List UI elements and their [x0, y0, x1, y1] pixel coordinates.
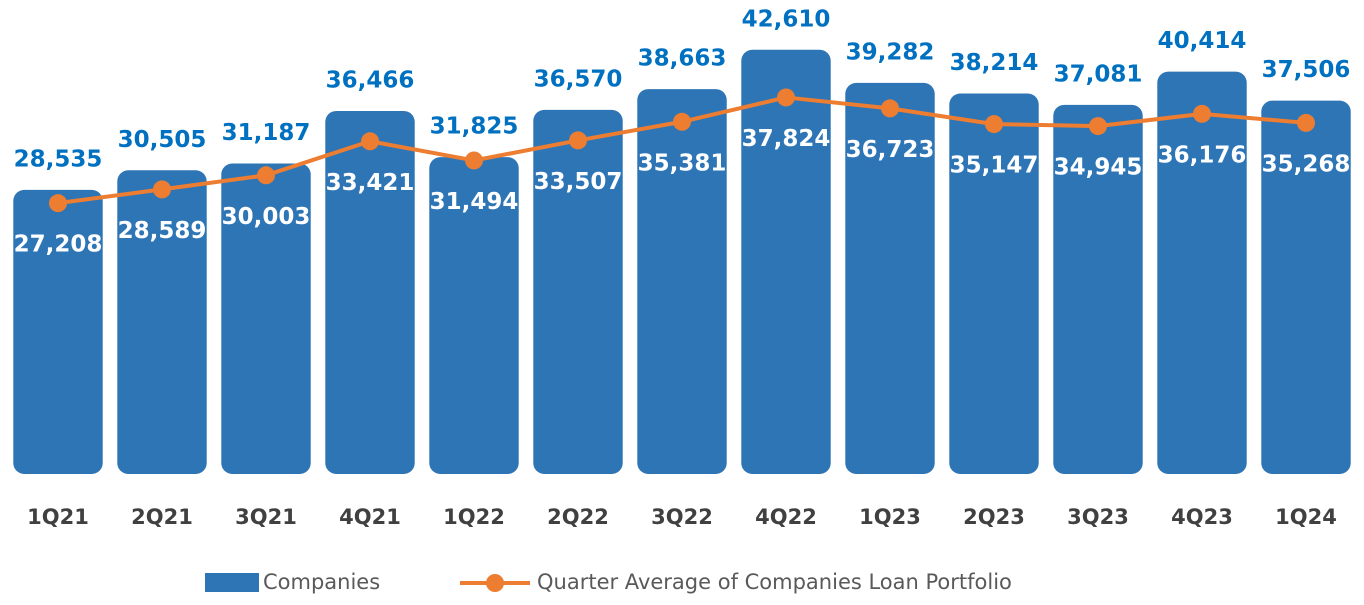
- bar: [533, 109, 623, 475]
- bar-value-label: 37,506: [1262, 57, 1351, 83]
- bar-value-label: 40,414: [1158, 28, 1247, 54]
- line-point: [881, 99, 899, 118]
- x-tick-label: 4Q22: [755, 505, 817, 529]
- bar: [221, 163, 311, 474]
- x-tick-label: 4Q21: [339, 505, 401, 529]
- bar: [637, 89, 727, 475]
- bar-value-label: 37,081: [1054, 61, 1143, 87]
- line-point: [49, 194, 67, 213]
- legend-swatch: [205, 573, 259, 592]
- line-value-label: 37,824: [742, 126, 831, 152]
- bar: [325, 110, 415, 475]
- legend-swatch-point: [486, 574, 504, 592]
- bar: [1053, 104, 1143, 474]
- bar: [1157, 71, 1247, 474]
- x-tick-label: 1Q22: [443, 505, 505, 529]
- bar-value-label: 36,570: [534, 66, 623, 92]
- legend: Companies Quarter Average of Companies Lo…: [205, 570, 1012, 594]
- x-tick-label: 2Q23: [963, 505, 1025, 529]
- x-tick-label: 2Q22: [547, 505, 609, 529]
- bar-value-label: 36,466: [326, 67, 415, 93]
- line-value-label: 33,507: [534, 169, 623, 195]
- line-point: [985, 115, 1003, 134]
- x-tick-label: 1Q24: [1275, 505, 1337, 529]
- x-tick-label: 3Q23: [1067, 505, 1129, 529]
- x-tick-label: 1Q23: [859, 505, 921, 529]
- bar-value-label: 30,505: [118, 127, 207, 153]
- bar: [1261, 100, 1351, 474]
- bar-value-label: 42,610: [742, 6, 831, 32]
- line-value-label: 35,268: [1262, 151, 1351, 177]
- line-value-label: 31,494: [430, 189, 519, 215]
- bar-value-label: 38,214: [950, 50, 1039, 76]
- bar-value-label: 31,825: [430, 114, 519, 140]
- bar: [949, 93, 1039, 474]
- bar-value-label: 38,663: [638, 46, 727, 72]
- line-value-label: 35,147: [950, 153, 1039, 179]
- line-point: [361, 132, 379, 151]
- line-point: [1297, 113, 1315, 132]
- line-value-label: 28,589: [118, 218, 207, 244]
- x-tick-label: 4Q23: [1171, 505, 1233, 529]
- x-tick-label: 3Q22: [651, 505, 713, 529]
- line-point: [1089, 117, 1107, 136]
- bar: [845, 82, 935, 474]
- bar-value-label: 31,187: [222, 120, 311, 146]
- x-tick-label: 1Q21: [27, 505, 89, 529]
- line-point: [777, 88, 795, 107]
- line-point: [569, 131, 587, 150]
- line-value-label: 27,208: [14, 232, 103, 258]
- line-value-label: 34,945: [1054, 155, 1143, 181]
- line-value-label: 36,723: [846, 137, 935, 163]
- line-point: [673, 112, 691, 131]
- line-value-label: 30,003: [222, 204, 311, 230]
- line-value-label: 33,421: [326, 170, 415, 196]
- line-point: [257, 166, 275, 185]
- bar: [429, 157, 519, 475]
- line-point: [1193, 104, 1211, 123]
- bar: [117, 170, 207, 474]
- bar-value-label: 28,535: [14, 146, 103, 172]
- x-tick-label: 2Q21: [131, 505, 193, 529]
- x-tick-label: 3Q21: [235, 505, 297, 529]
- bar: [13, 189, 103, 475]
- line-point: [153, 180, 171, 199]
- bar-value-label: 39,282: [846, 39, 935, 65]
- line-point: [465, 151, 483, 170]
- bar: [741, 49, 831, 475]
- line-value-label: 36,176: [1158, 142, 1247, 168]
- legend-label: Companies: [263, 570, 380, 594]
- legend-label: Quarter Average of Companies Loan Portfo…: [537, 570, 1012, 594]
- line-value-label: 35,381: [638, 150, 727, 176]
